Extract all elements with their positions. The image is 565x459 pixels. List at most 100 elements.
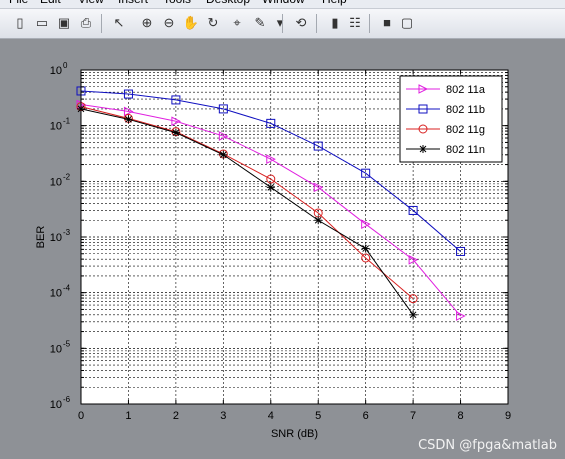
y-tick-label: 10 [50,288,62,300]
menu-insert[interactable]: Insert [118,0,148,6]
toolbar-separator [101,14,102,33]
save-icon[interactable]: ▣ [57,15,71,30]
menu-bar: File Edit View Insert Tools Desktop Window Help [0,0,565,9]
data-point-802-11g [361,253,371,263]
data-point-802-11b [123,89,133,99]
toolbar-separator [369,14,370,33]
data-point-802-11n [409,310,418,319]
brush-menu-icon[interactable]: ▾ [276,15,284,30]
y-tick-label: 10 [50,176,62,188]
new-figure-icon[interactable]: ▯ [16,15,24,30]
asterisk-stroke [362,245,370,252]
x-axis-label: SNR (dB) [271,428,318,440]
watermark-text: CSDN @fpga&matlab [418,438,557,453]
asterisk-stroke [419,145,427,153]
edit-pointer-icon[interactable]: ↖ [113,15,125,30]
data-point-802-11a [408,254,419,265]
insert-legend-icon[interactable]: ☷ [349,15,361,30]
data-point-802-11a [456,311,466,321]
data-point-802-11g [408,294,418,304]
y-tick-label: 10 [50,399,62,411]
x-tick-label: 2 [173,410,179,422]
print-icon[interactable]: ⎙ [80,15,92,30]
asterisk-stroke [125,115,132,123]
pan-icon[interactable]: ✋ [182,15,200,30]
data-point-802-11g [266,174,276,184]
data-point-802-11b [266,118,276,128]
hide-plot-tools-icon[interactable]: ■ [383,15,391,30]
y-tick-exponent: -2 [63,172,71,181]
legend-label: 802 11a [446,84,486,96]
data-point-802-11n [124,115,133,124]
series-line-802-11b [80,90,461,252]
toolbar-separator [282,14,283,33]
legend-label: 802 11b [446,104,485,116]
data-point-802-11b [171,95,181,105]
y-tick-label: 10 [50,65,62,77]
asterisk-stroke [172,129,180,136]
asterisk-stroke [219,151,227,159]
asterisk-stroke [267,183,275,191]
y-axis-label: BER [35,226,47,249]
data-point-802-11a [266,154,276,164]
series-line-802-11a [80,104,461,317]
brush-icon[interactable]: ✎ [254,15,266,30]
data-point-802-11a [218,131,229,141]
open-file-icon[interactable]: ▭ [35,15,49,30]
x-tick-label: 7 [410,410,416,422]
data-point-802-11b [408,205,418,215]
menu-view[interactable]: View [78,0,104,6]
menu-help[interactable]: Help [322,0,347,6]
x-tick-label: 9 [505,410,511,422]
x-tick-label: 6 [363,410,369,422]
menu-tools[interactable]: Tools [163,0,191,6]
y-tick-label: 10 [50,232,62,244]
data-point-802-11b [218,104,228,114]
series-line-802-11n [80,108,414,316]
data-point-802-11a [361,219,371,229]
legend-marker [418,124,428,134]
legend-box [399,75,503,163]
x-tick-label: 5 [315,410,321,422]
grid-lines [81,70,508,404]
x-tick-label: 8 [457,410,463,422]
data-point-802-11n [266,183,275,192]
data-point-802-11n [314,216,323,225]
data-cursor-icon[interactable]: ⌖ [233,15,241,30]
y-tick-exponent: -6 [63,395,71,404]
data-point-802-11b [456,246,466,256]
rotate-3d-icon[interactable]: ↻ [207,15,219,30]
link-plot-icon[interactable]: ⟲ [295,15,307,30]
data-point-802-11n [361,244,370,253]
y-tick-label: 10 [50,121,62,133]
data-point-802-11a [123,106,134,117]
x-tick-label: 4 [268,410,274,422]
data-point-802-11a [313,182,324,193]
x-tick-label: 1 [125,410,131,422]
insert-colorbar-icon[interactable]: ▮ [331,15,339,30]
legend-marker [418,84,429,94]
legend-marker [418,104,428,114]
legend: 802 11a 802 11b 802 11g 802 11n [399,75,503,163]
toolbar-separator [316,14,317,33]
menu-window[interactable]: Window [262,0,305,6]
y-tick-exponent: -1 [63,117,71,126]
asterisk-stroke [314,216,322,224]
menu-desktop[interactable]: Desktop [206,0,250,6]
menu-file[interactable]: File [9,0,28,6]
data-point-802-11b [313,141,323,151]
y-tick-exponent: -5 [63,339,71,348]
data-point-802-11n [171,128,180,137]
show-plot-tools-icon[interactable]: ▢ [400,15,414,30]
y-tick-exponent: 0 [63,61,68,70]
zoom-in-icon[interactable]: ⊕ [141,15,153,30]
data-point-802-11n [219,150,228,159]
data-point-802-11a [171,116,182,127]
zoom-out-icon[interactable]: ⊖ [163,15,175,30]
x-tick-label: 0 [78,410,84,422]
y-tick-exponent: -3 [63,228,71,237]
menu-edit[interactable]: Edit [40,0,61,6]
legend-label: 802 11n [446,144,485,156]
